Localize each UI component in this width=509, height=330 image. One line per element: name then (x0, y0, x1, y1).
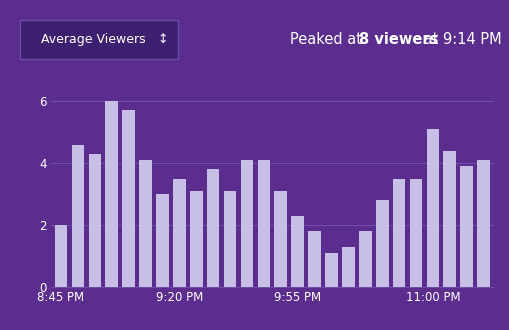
Text: Average Viewers: Average Viewers (41, 33, 146, 46)
Bar (190, 191, 203, 287)
Bar (122, 111, 135, 287)
Bar (207, 169, 219, 287)
Bar (410, 179, 422, 287)
Bar (156, 194, 169, 287)
Bar (291, 216, 304, 287)
Bar (224, 191, 236, 287)
Bar (359, 231, 372, 287)
Bar (72, 145, 84, 287)
Bar (342, 247, 355, 287)
Bar (54, 225, 67, 287)
Bar (105, 101, 118, 287)
Bar (139, 160, 152, 287)
Bar (477, 160, 490, 287)
Bar (173, 179, 186, 287)
Text: at 9:14 PM: at 9:14 PM (419, 32, 501, 47)
Bar (241, 160, 253, 287)
Text: 8 viewers: 8 viewers (359, 32, 438, 47)
Bar (89, 154, 101, 287)
Bar (427, 129, 439, 287)
Bar (325, 253, 338, 287)
Bar (443, 151, 456, 287)
Text: ↕: ↕ (158, 33, 168, 46)
Bar (460, 166, 473, 287)
Bar (393, 179, 405, 287)
Bar (308, 231, 321, 287)
Text: Peaked at: Peaked at (290, 32, 367, 47)
Bar (258, 160, 270, 287)
Bar (376, 200, 388, 287)
Bar (274, 191, 287, 287)
